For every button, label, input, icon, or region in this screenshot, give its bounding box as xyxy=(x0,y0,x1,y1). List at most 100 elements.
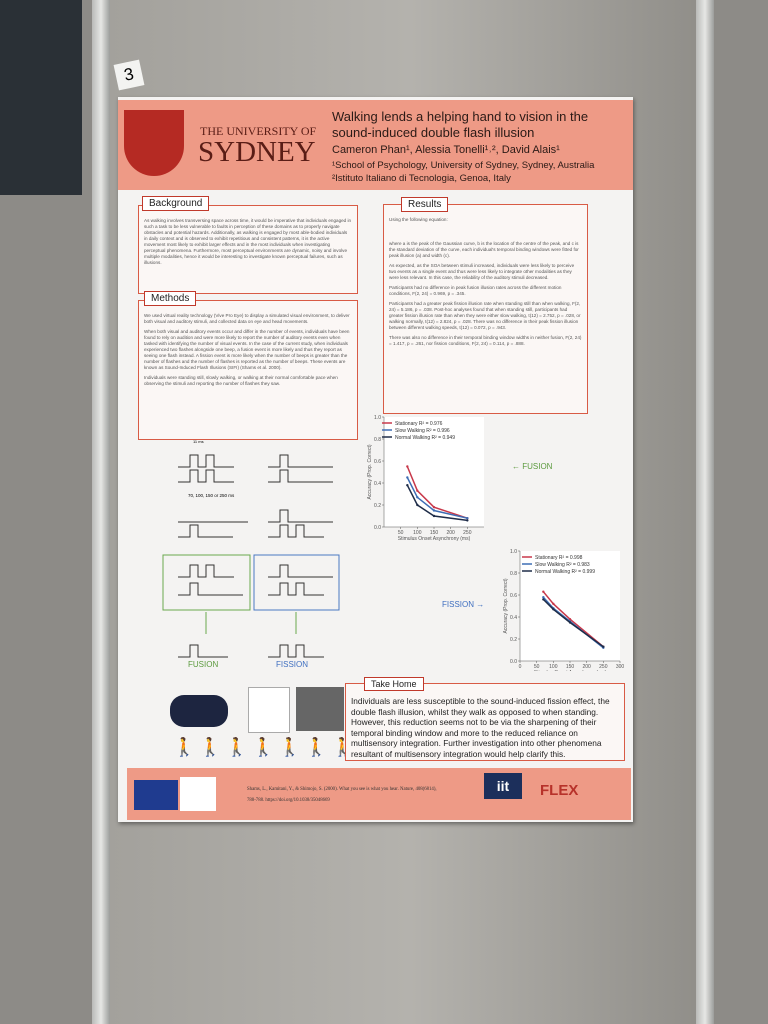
charts: 0.00.20.40.60.81.050 100 150 200 250Stimulus… xyxy=(367,415,625,671)
body-text: We used virtual reality technology (Vive… xyxy=(144,313,350,324)
reference: Shams, L., Kamitani, Y., & Shimojo, S. (… xyxy=(247,787,437,803)
body-text: Participants had a greater peak fission … xyxy=(389,301,581,330)
diagram-label: 70, 100, 150 or 250 ms xyxy=(188,493,235,498)
section-heading: Take Home xyxy=(364,677,424,691)
x-tick-label: 250 xyxy=(599,664,608,670)
marie-curie-logo xyxy=(180,777,216,811)
point xyxy=(568,618,572,621)
stimulus-diagram: 11 ms 70, 100, 150 or 250 ms FUSION FISS… xyxy=(162,439,340,669)
university: SYDNEY xyxy=(198,136,316,168)
point xyxy=(542,598,545,601)
diagram-label: FUSION xyxy=(188,660,218,669)
x-tick-label: 200 xyxy=(582,664,591,670)
affiliation: ¹School of Psychology, University of Syd… xyxy=(332,160,595,171)
results-box: Using the following equation: where a is… xyxy=(383,204,588,414)
pole xyxy=(92,0,110,1024)
legend-entry: Stationary R² = 0.976 xyxy=(395,421,443,427)
x-axis-label: Stimulus Onset Asynchrony (ms) xyxy=(398,536,471,542)
y-tick-label: 0.4 xyxy=(510,615,517,621)
section-heading: Background xyxy=(142,196,210,211)
point xyxy=(416,489,419,492)
x-tick-label: 200 xyxy=(446,530,455,536)
point xyxy=(466,519,469,522)
pole xyxy=(696,0,714,1024)
y-tick-label: 0.8 xyxy=(374,437,381,443)
chart-label: FISSION → xyxy=(442,600,484,609)
point xyxy=(602,645,605,648)
point xyxy=(552,602,555,605)
walker-icons: 🚶🚶🚶🚶🚶🚶🚶 xyxy=(173,737,358,757)
series-line xyxy=(406,484,468,522)
x-tick-label: 250 xyxy=(463,530,472,536)
x-tick-label: 100 xyxy=(549,664,558,670)
series-line xyxy=(406,466,468,519)
point xyxy=(542,590,545,593)
body-text: As expected, as the SOA between stimuli … xyxy=(389,263,575,280)
point xyxy=(466,517,469,520)
poster: THE UNIVERSITY OF SYDNEY Walking lends a… xyxy=(118,97,633,822)
y-tick-label: 0.0 xyxy=(510,659,517,665)
crest xyxy=(124,110,184,176)
y-tick-label: 1.0 xyxy=(374,415,381,421)
axis xyxy=(383,417,484,528)
diagram-label: FISSION xyxy=(276,660,308,669)
footer: Shams, L., Kamitani, Y., & Shimojo, S. (… xyxy=(127,768,631,820)
point xyxy=(406,484,409,487)
series-line xyxy=(406,477,468,519)
vr-figures: 🚶🚶🚶🚶🚶🚶🚶 xyxy=(168,687,358,767)
eu-logo xyxy=(134,780,178,810)
x-axis-label: Stimulus Onset Asynchrony (ms) xyxy=(534,670,607,671)
body-text: where a is the peak of the Gaussian curv… xyxy=(389,241,579,258)
point xyxy=(416,503,419,507)
series-line xyxy=(542,598,604,648)
logo-flex: FLEX xyxy=(540,782,579,799)
stimulus-thumbnail xyxy=(296,687,344,731)
plot-area xyxy=(384,417,484,527)
poster-number: 3 xyxy=(113,59,145,91)
body-text: Using the following equation: xyxy=(389,217,448,222)
body-text: Individuals are less susceptible to the … xyxy=(351,696,610,759)
logo-iit: iit xyxy=(484,773,522,799)
authors: Cameron Phan¹, Alessia Tonelli¹˒², David… xyxy=(332,144,560,156)
x-tick-label: 50 xyxy=(534,664,540,670)
x-tick-label: 150 xyxy=(566,664,575,670)
point xyxy=(432,514,436,518)
x-tick-label: 150 xyxy=(430,530,439,536)
legend-entry: Normal Walking R² = 0.949 xyxy=(395,435,455,441)
y-axis-label: Accuracy (Prop. Correct) xyxy=(503,578,509,633)
body-text: When both visual and auditory events occ… xyxy=(144,329,350,370)
affiliations: ¹School of Psychology, University of Syd… xyxy=(332,159,594,185)
chart-label: ← FUSION xyxy=(512,462,553,471)
y-tick-label: 0.6 xyxy=(510,593,517,599)
y-axis-label: Accuracy (Prop. Correct) xyxy=(367,444,373,499)
point xyxy=(432,509,436,512)
affiliation: ²Istituto Italiano di Tecnologia, Genoa,… xyxy=(332,173,511,184)
header: THE UNIVERSITY OF SYDNEY Walking lends a… xyxy=(118,100,633,190)
y-tick-label: 0.8 xyxy=(510,571,517,577)
body-text: Participants had no difference in peak f… xyxy=(389,285,562,296)
legend-entry: Stationary R² = 0.998 xyxy=(535,555,583,561)
university-top: THE UNIVERSITY OF xyxy=(200,124,317,138)
y-tick-label: 1.0 xyxy=(510,549,517,555)
legend-entry: Slow Walking R² = 0.983 xyxy=(535,562,590,568)
point xyxy=(552,608,555,611)
graph-thumbnail xyxy=(248,687,290,733)
x-tick-label: 300 xyxy=(616,664,625,670)
legend-entry: Normal Walking R² = 0.999 xyxy=(535,569,595,575)
x-tick-label: 50 xyxy=(398,530,404,536)
point xyxy=(416,496,419,499)
x-tick-label: 0 xyxy=(519,664,522,670)
section-heading: Methods xyxy=(144,291,197,306)
point xyxy=(432,506,436,509)
y-tick-label: 0.2 xyxy=(374,503,381,509)
diagram-label: 11 ms xyxy=(193,439,204,444)
background-box: As walking involves transversing space a… xyxy=(138,205,358,294)
title: Walking lends a helping hand to vision i… xyxy=(332,109,589,140)
y-tick-label: 0.0 xyxy=(374,525,381,531)
point xyxy=(406,465,409,468)
plot-area xyxy=(520,551,620,661)
point xyxy=(542,596,545,599)
legend-entry: Slow Walking R² = 0.996 xyxy=(395,428,450,434)
series-line xyxy=(542,591,604,648)
